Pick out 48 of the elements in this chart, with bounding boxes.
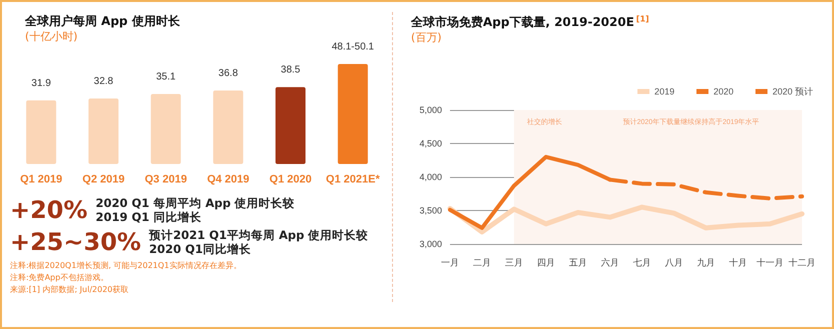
data-label: 38.5 [280,64,301,76]
x-tick-label: 三月 [505,258,523,268]
x-tick-label: 七月 [633,258,651,268]
text: +20% [10,196,88,224]
text: 注释:免费App不包括游戏。 [10,272,110,284]
bar [150,94,181,164]
x-tick-label: Q1 2020 [269,174,312,186]
x-tick-label: 四月 [537,258,555,268]
chart-title: 全球用户每周 App 使用时长 [24,14,181,28]
bar [276,87,306,164]
data-label: 31.9 [31,78,52,89]
x-tick-label: 六月 [601,258,619,268]
x-tick-label: 十月 [729,258,747,268]
source-note: 来源:[1] 内部数据; Jul/2020获取 [10,284,130,296]
bar [26,100,56,164]
x-tick-label: 二月 [473,258,491,268]
x-tick-label: Q4 2019 [207,174,250,186]
x-tick-label: Q1 2019 [20,174,62,186]
text: 注释:根据2020Q1增长预测, 可能与2021Q1实际情况存在差异。 [10,260,242,272]
data-label: 48.1-50.1 [332,42,374,52]
chart-subtitle: (百万) [411,31,442,44]
y-tick-label: 3,000 [419,239,442,249]
x-tick-label: 一月 [441,258,459,268]
x-tick-label: Q3 2019 [144,174,187,186]
x-tick-label: 十一月 [756,258,784,268]
y-tick-label: 5,000 [419,105,442,115]
x-tick-label: Q2 2019 [82,174,125,186]
y-tick-label: 3,500 [419,206,442,216]
chart-subtitle: (十亿小时) [25,30,78,43]
bar [338,64,368,164]
data-label: 36.8 [218,68,238,80]
x-tick-label: 十二月 [788,258,816,268]
text: 2020 Q1 每周平均 App 使用时长较 2019 Q1 同比增长 [96,196,295,224]
x-tick-label: Q1 2021E* [326,174,380,186]
legend-label: 2020 预计 [772,86,814,96]
data-label: 32.8 [94,76,114,88]
text: 预计2021 Q1平均每周 App 使用时长较 2020 Q1同比增长 [149,228,368,256]
y-tick-label: 4,000 [419,172,442,182]
x-tick-label: 八月 [665,258,683,268]
y-tick-label: 4,500 [419,138,442,148]
legend-label: 2020 [713,86,734,96]
data-label: 35.1 [156,71,176,82]
x-tick-label: 九月 [697,258,715,268]
text: +25~30% [10,228,142,256]
x-tick-label: 五月 [569,258,587,268]
legend-label: 2019 [654,86,674,96]
bar [88,98,118,164]
bar [213,90,244,164]
